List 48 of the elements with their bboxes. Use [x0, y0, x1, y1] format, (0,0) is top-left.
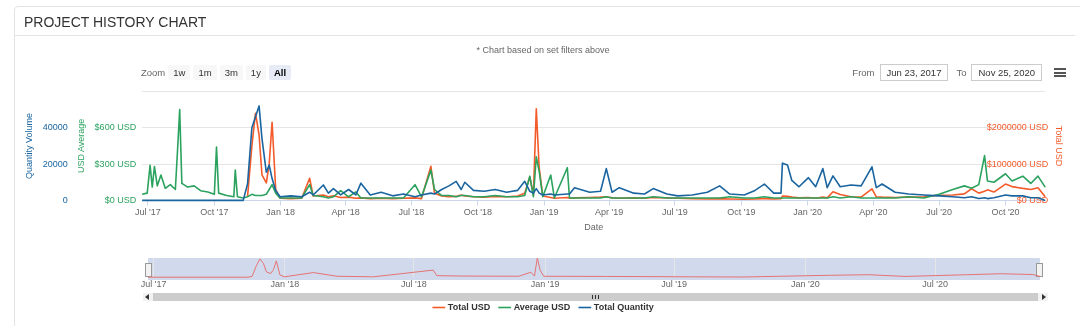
y3-tick-label: $600 USD	[94, 122, 137, 133]
y3-axis-title: USD Average	[75, 118, 86, 174]
y-axis-title: Quantity Volume	[23, 112, 34, 179]
x-tick-label: Jan '20	[793, 207, 823, 218]
y2-tick-label: $1000000 USD	[986, 158, 1049, 169]
y3-tick-label: $0 USD	[104, 194, 137, 205]
zoom-button: 1y	[245, 65, 266, 80]
legend-label: Total Quantity	[593, 301, 654, 312]
zoom-button: 3m	[219, 65, 243, 80]
text: Zoom	[141, 67, 166, 78]
x-tick-label: Jul '20	[922, 279, 949, 290]
chart-title: PROJECT HISTORY CHART	[24, 14, 207, 30]
text: From	[852, 67, 875, 78]
x-tick-label: Jul '18	[401, 279, 427, 290]
x-tick-label: Apr '19	[595, 207, 624, 218]
x-axis-title: Date	[584, 222, 604, 233]
x-tick-label: Jan '19	[529, 207, 559, 218]
zoom-button: 1w	[168, 65, 191, 80]
zoom-button: 1m	[193, 65, 217, 80]
x-tick-label: Oct '18	[463, 207, 492, 218]
text: To	[956, 67, 967, 78]
x-tick-label: Apr '18	[331, 207, 360, 218]
x-tick-label: Jul '20	[926, 207, 952, 218]
x-tick-label: Oct '20	[991, 207, 1020, 218]
date-field: Nov 25, 2020	[971, 64, 1042, 81]
x-tick-label: Jul '18	[398, 207, 425, 218]
date-field: Jun 23, 2017	[879, 64, 949, 81]
zoom-button: All	[268, 65, 292, 80]
chart-subtitle: * Chart based on set filters above	[476, 45, 610, 55]
x-tick-label: Jul '19	[661, 279, 688, 290]
x-tick-label: Jan '19	[530, 279, 560, 290]
y-tick-label: 20000	[42, 158, 68, 169]
x-tick-label: Jan '18	[266, 207, 296, 218]
legend-label: Average USD	[513, 301, 571, 312]
y2-axis-title: Total USD	[1054, 125, 1065, 167]
x-tick-label: Jan '18	[270, 279, 300, 290]
x-tick-label: Oct '19	[727, 207, 756, 218]
x-tick-label: Jul '17	[135, 207, 161, 218]
y-tick-label: 40000	[42, 122, 68, 133]
x-tick-label: Jan '20	[791, 279, 820, 290]
x-tick-label: Apr '20	[859, 207, 888, 218]
x-tick-label: Oct '17	[200, 207, 229, 218]
x-tick-label: Jul '17	[140, 279, 167, 290]
y-tick-label: 0	[62, 194, 68, 205]
y3-tick-label: $300 USD	[94, 158, 137, 169]
legend-label: Total USD	[447, 301, 491, 312]
y2-tick-label: $2000000 USD	[986, 122, 1049, 133]
x-tick-label: Jul '19	[662, 207, 688, 218]
